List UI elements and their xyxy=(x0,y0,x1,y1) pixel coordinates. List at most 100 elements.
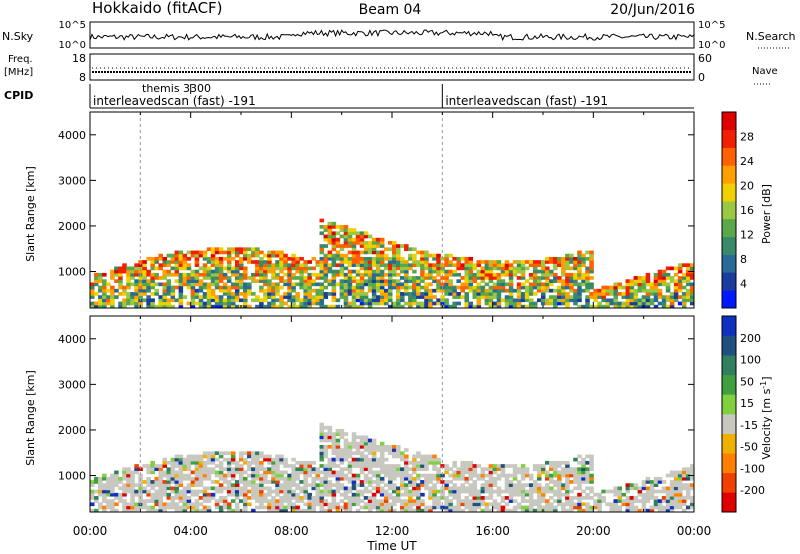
echo-cell xyxy=(669,266,675,271)
echo-cell xyxy=(573,256,578,261)
echo-cell xyxy=(448,292,453,296)
echo-cell xyxy=(214,260,220,264)
echo-cell xyxy=(271,470,276,475)
echo-cell xyxy=(279,253,284,258)
echo-cell xyxy=(585,298,590,303)
echo-cell xyxy=(371,505,377,510)
echo-cell xyxy=(392,444,397,449)
echo-cell xyxy=(396,492,401,497)
echo-cell xyxy=(375,256,381,261)
echo-cell xyxy=(347,285,353,290)
echo-cell xyxy=(452,263,457,268)
echo-cell xyxy=(283,263,288,268)
echo-cell xyxy=(319,422,325,427)
echo-cell xyxy=(432,467,437,472)
echo-cell xyxy=(243,295,248,299)
echo-cell xyxy=(500,508,506,513)
echo-cell xyxy=(190,457,196,462)
echo-cell xyxy=(629,301,635,306)
echo-cell xyxy=(243,288,248,293)
echo-cell xyxy=(412,480,417,484)
echo-cell xyxy=(633,276,639,280)
echo-cell xyxy=(319,260,325,264)
echo-cell xyxy=(210,276,216,280)
echo-cell xyxy=(110,483,115,487)
echo-cell xyxy=(279,508,284,513)
echo-cell xyxy=(613,295,618,299)
echo-cell xyxy=(170,499,176,503)
echo-cell xyxy=(327,486,333,491)
echo-cell xyxy=(396,473,401,478)
echo-cell xyxy=(480,295,486,299)
echo-cell xyxy=(251,473,256,478)
echo-cell xyxy=(657,502,663,507)
echo-cell xyxy=(243,489,248,494)
echo-cell xyxy=(275,266,280,271)
echo-cell xyxy=(351,298,357,303)
echo-cell xyxy=(371,480,377,484)
echo-cell xyxy=(130,295,135,299)
echo-cell xyxy=(182,253,188,258)
echo-cell xyxy=(456,285,461,290)
echo-cell xyxy=(589,253,594,258)
echo-cell xyxy=(218,260,224,264)
echo-cell xyxy=(351,285,357,290)
echo-cell xyxy=(585,473,590,478)
echo-cell xyxy=(669,483,675,487)
echo-cell xyxy=(456,486,461,491)
echo-cell xyxy=(689,298,695,303)
echo-cell xyxy=(468,483,474,487)
echo-cell xyxy=(339,467,345,472)
colorbar-segment xyxy=(722,453,736,474)
echo-cell xyxy=(633,282,639,287)
echo-cell xyxy=(464,279,470,283)
echo-cell xyxy=(339,295,345,299)
echo-cell xyxy=(150,285,155,290)
echo-cell xyxy=(367,444,373,449)
echo-cell xyxy=(387,467,393,472)
echo-cell xyxy=(617,496,623,500)
echo-cell xyxy=(412,460,417,465)
echo-cell xyxy=(307,464,312,468)
echo-cell xyxy=(299,480,304,484)
echo-cell xyxy=(327,473,333,478)
echo-cell xyxy=(689,476,695,481)
echo-cell xyxy=(307,292,312,296)
echo-cell xyxy=(645,276,651,280)
echo-cell xyxy=(307,499,312,503)
echo-cell xyxy=(536,486,542,491)
echo-cell xyxy=(464,486,470,491)
echo-cell xyxy=(625,304,631,309)
echo-cell xyxy=(452,483,457,487)
nave-tick-bottom: 0 xyxy=(698,71,705,84)
echo-cell xyxy=(319,247,325,252)
cpid-segment-label: interleavedscan (fast) -191 xyxy=(445,94,608,108)
echo-cell xyxy=(625,288,631,293)
echo-cell xyxy=(408,276,413,280)
echo-cell xyxy=(178,467,184,472)
echo-cell xyxy=(396,263,401,268)
echo-cell xyxy=(331,253,337,258)
y-tick-label: 3000 xyxy=(58,378,86,391)
echo-cell xyxy=(613,292,618,296)
echo-cell xyxy=(549,272,554,277)
echo-cell xyxy=(593,505,598,510)
echo-cell xyxy=(218,279,224,283)
echo-cell xyxy=(383,483,389,487)
echo-cell xyxy=(375,480,381,484)
echo-cell xyxy=(416,285,421,290)
echo-cell xyxy=(404,492,409,497)
echo-cell xyxy=(214,464,220,468)
echo-cell xyxy=(146,288,151,293)
echo-cell xyxy=(359,451,365,456)
echo-cell xyxy=(343,444,349,449)
echo-cell xyxy=(214,502,220,507)
echo-cell xyxy=(222,457,228,462)
echo-cell xyxy=(251,260,256,264)
echo-cell xyxy=(400,285,405,290)
echo-cell xyxy=(383,505,389,510)
echo-cell xyxy=(351,292,357,296)
echo-cell xyxy=(573,292,578,296)
echo-cell xyxy=(287,292,292,296)
echo-cell xyxy=(392,473,397,478)
